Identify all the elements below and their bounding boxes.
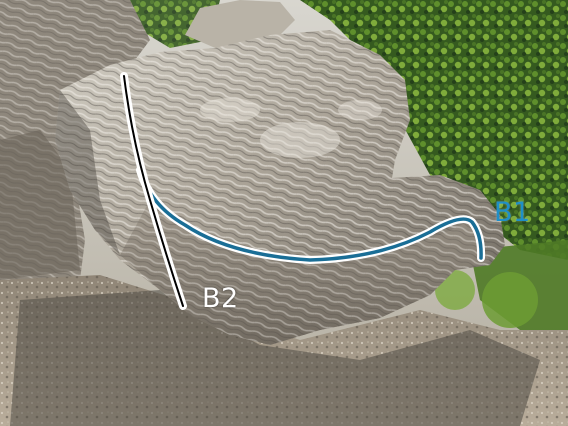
boulder-shadow (10, 290, 540, 426)
route-label-b2: B2 (202, 283, 239, 314)
route-line-b1 (136, 166, 486, 264)
route-line-b2 (120, 72, 187, 310)
route-label-b1: B1 (494, 197, 531, 228)
